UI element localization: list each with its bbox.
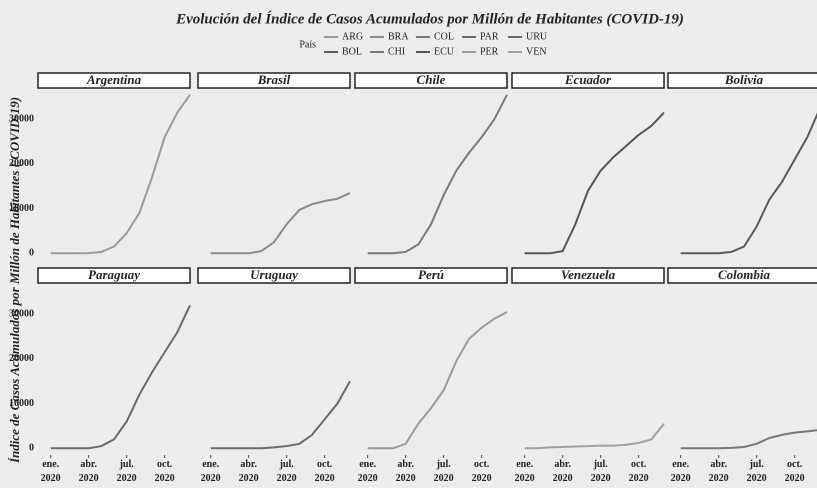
line	[680, 112, 817, 255]
x-tick-label: abr. 2020	[709, 459, 729, 484]
x-tick-label: ene. 2020	[515, 459, 535, 484]
y-axis-label: Índice de Casos Acumulados por Millón de…	[7, 97, 22, 464]
x-tick-label: abr. 2020	[553, 459, 573, 484]
strip	[197, 72, 351, 89]
y-tick-label: 0	[29, 443, 34, 454]
x-tick-label: jul. 2020	[277, 459, 297, 484]
y-tick-label: 0	[29, 248, 34, 259]
x-tick-label: ene. 2020	[41, 459, 61, 484]
line	[680, 429, 817, 450]
strip	[667, 267, 817, 284]
panel-title: Bolivia	[724, 72, 764, 87]
panel-title: Perú	[418, 267, 444, 282]
x-tick-label: oct. 2020	[155, 459, 175, 484]
line	[50, 94, 191, 255]
strip	[511, 267, 665, 284]
y-tick-label: 30000	[9, 309, 34, 320]
legend-title: País	[299, 39, 316, 50]
x-tick-label: ene. 2020	[671, 459, 691, 484]
legend-label: CHI	[388, 46, 405, 57]
legend-label: URU	[526, 31, 548, 42]
legend-label: COL	[434, 31, 454, 42]
y-tick-label: 20000	[9, 158, 34, 169]
strip	[37, 267, 191, 284]
x-tick-label: jul. 2020	[591, 459, 611, 484]
x-tick-label: ene. 2020	[201, 459, 221, 484]
line	[50, 304, 191, 450]
line	[367, 94, 508, 255]
legend-label: ECU	[434, 46, 455, 57]
x-tick-label: ene. 2020	[358, 459, 378, 484]
x-tick-label: jul. 2020	[434, 459, 454, 484]
strip	[667, 72, 817, 89]
panel-title: Uruguay	[250, 267, 298, 282]
x-tick-label: abr. 2020	[239, 459, 259, 484]
legend-label: BOL	[342, 46, 362, 57]
x-tick-label: abr. 2020	[79, 459, 99, 484]
strip	[37, 72, 191, 89]
legend-label: ARG	[342, 31, 363, 42]
line	[210, 192, 351, 255]
strip	[511, 72, 665, 89]
x-tick-label: oct. 2020	[315, 459, 335, 484]
line	[524, 423, 665, 450]
y-tick-label: 20000	[9, 353, 34, 364]
x-tick-label: jul. 2020	[747, 459, 767, 484]
line	[367, 311, 508, 450]
chart-title: Evolución del Índice de Casos Acumulados…	[175, 10, 684, 27]
y-tick-label: 10000	[9, 203, 34, 214]
x-tick-label: oct. 2020	[785, 459, 805, 484]
panel-title: Venezuela	[561, 267, 616, 282]
strip	[354, 267, 508, 284]
panel-title: Paraguay	[88, 267, 140, 282]
y-tick-label: 10000	[9, 398, 34, 409]
x-tick-label: oct. 2020	[472, 459, 492, 484]
legend-label: PAR	[480, 31, 499, 42]
x-tick-label: oct. 2020	[629, 459, 649, 484]
panel-title: Argentina	[86, 72, 142, 87]
line	[210, 380, 351, 450]
panel-title: Chile	[417, 72, 446, 87]
panel-title: Brasil	[257, 72, 291, 87]
panel-title: Colombia	[718, 267, 771, 282]
y-tick-label: 30000	[9, 114, 34, 125]
x-tick-label: abr. 2020	[396, 459, 416, 484]
strip	[197, 267, 351, 284]
line	[524, 111, 665, 255]
legend-label: BRA	[388, 31, 409, 42]
legend-label: PER	[480, 46, 499, 57]
panel-title: Ecuador	[564, 72, 612, 87]
legend-label: VEN	[526, 46, 547, 57]
x-tick-label: jul. 2020	[117, 459, 137, 484]
strip	[354, 72, 508, 89]
